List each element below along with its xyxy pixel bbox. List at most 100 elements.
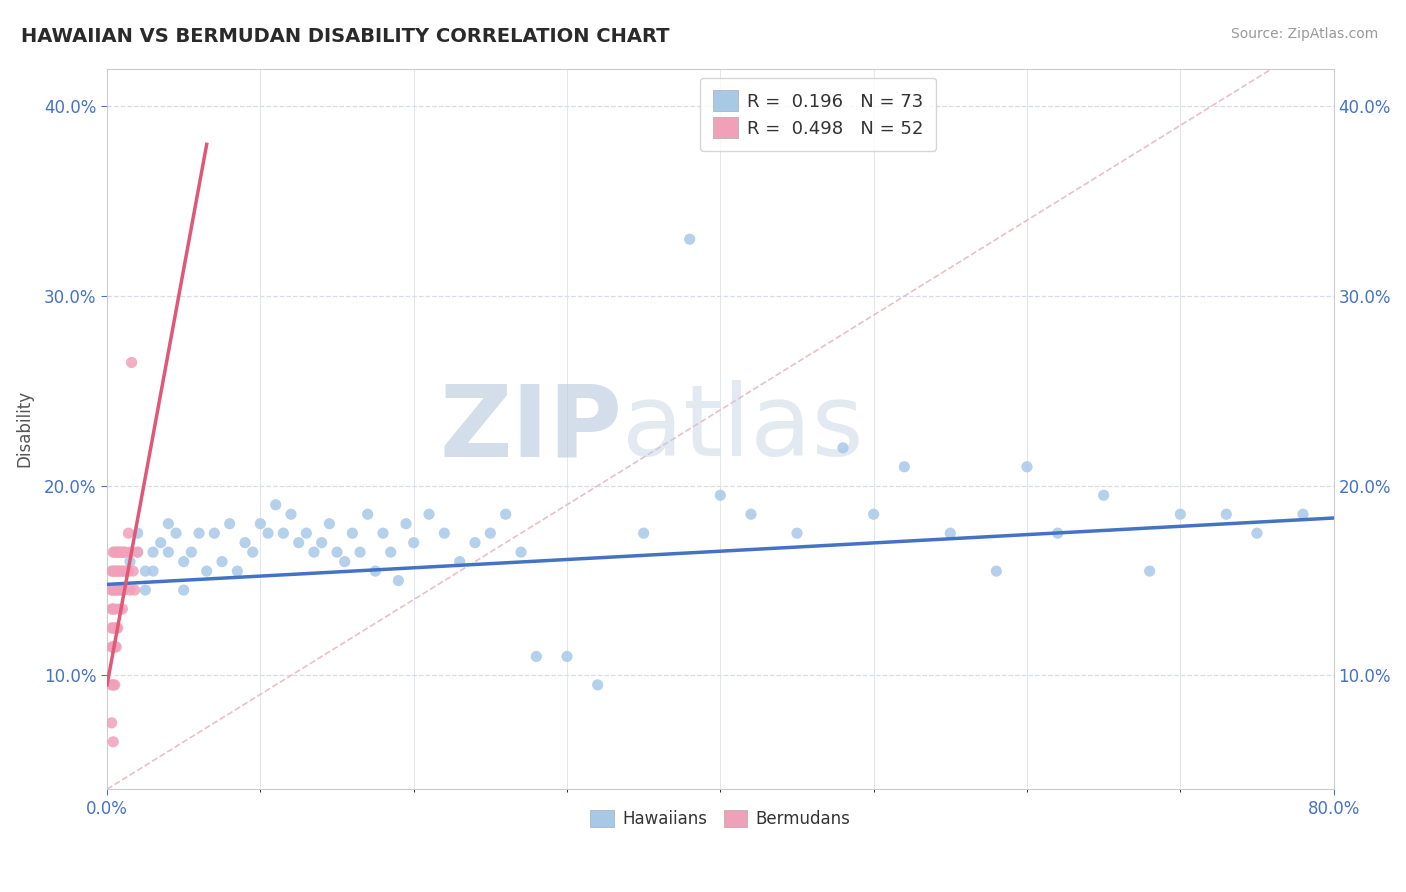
Point (111, 545, 134, 559)
Point (295, 526, 318, 541)
Point (555, 649, 578, 664)
Point (495, 507, 517, 521)
Point (510, 545, 533, 559)
Point (226, 564, 249, 578)
Point (108, 602, 131, 616)
Point (287, 535, 309, 549)
Point (349, 545, 371, 559)
Point (142, 564, 165, 578)
Point (165, 526, 187, 541)
Point (211, 555, 233, 569)
Point (112, 583, 135, 598)
Point (1292, 507, 1315, 521)
Point (371, 526, 394, 541)
Point (173, 583, 195, 598)
Point (101, 735, 124, 749)
Point (173, 555, 195, 569)
Point (101, 545, 124, 559)
Point (111, 564, 134, 578)
Point (679, 232, 702, 246)
Point (107, 564, 129, 578)
Point (107, 583, 129, 598)
Point (101, 640, 124, 654)
Point (118, 583, 141, 598)
Point (333, 555, 356, 569)
Point (127, 545, 149, 559)
Point (832, 441, 855, 455)
Point (157, 545, 180, 559)
Point (100, 678, 122, 692)
Point (104, 583, 127, 598)
Point (188, 526, 211, 541)
Point (110, 583, 132, 598)
Point (242, 545, 264, 559)
Point (1215, 507, 1237, 521)
Point (101, 621, 124, 635)
Point (105, 640, 128, 654)
Point (1168, 507, 1191, 521)
Point (1046, 526, 1069, 541)
Point (100, 715, 122, 730)
Point (280, 507, 302, 521)
Point (105, 621, 128, 635)
Point (986, 564, 1008, 578)
Point (118, 555, 141, 569)
Point (105, 545, 128, 559)
Point (364, 564, 387, 578)
Legend: Hawaiians, Bermudans: Hawaiians, Bermudans (583, 804, 856, 835)
Point (101, 602, 124, 616)
Point (105, 564, 128, 578)
Point (104, 545, 127, 559)
Point (218, 516, 240, 531)
Point (107, 545, 129, 559)
Point (1015, 459, 1038, 474)
Point (114, 545, 136, 559)
Point (273, 526, 295, 541)
Point (134, 564, 156, 578)
Point (449, 555, 471, 569)
Point (387, 574, 409, 588)
Point (117, 564, 139, 578)
Point (786, 526, 808, 541)
Point (105, 583, 128, 598)
Point (939, 526, 962, 541)
Point (127, 526, 149, 541)
Point (257, 526, 280, 541)
Point (111, 564, 134, 578)
Point (418, 507, 440, 521)
Point (122, 564, 145, 578)
Point (104, 678, 127, 692)
Point (104, 640, 127, 654)
Point (464, 535, 486, 549)
Point (112, 545, 135, 559)
Point (149, 535, 172, 549)
Point (318, 516, 340, 531)
Point (264, 498, 287, 512)
Point (100, 564, 122, 578)
Point (104, 621, 127, 635)
Point (124, 583, 146, 598)
Point (402, 535, 425, 549)
Point (380, 545, 402, 559)
Point (302, 545, 325, 559)
Point (117, 526, 139, 541)
Point (433, 526, 456, 541)
Point (633, 526, 655, 541)
Point (107, 621, 129, 635)
Point (479, 526, 502, 541)
Point (311, 535, 333, 549)
Point (1092, 488, 1115, 502)
Point (524, 649, 547, 664)
Point (134, 583, 156, 598)
Point (100, 583, 122, 598)
Point (249, 516, 271, 531)
Point (100, 621, 122, 635)
Point (180, 545, 202, 559)
Point (108, 564, 131, 578)
Point (111, 583, 134, 598)
Point (101, 678, 124, 692)
Text: ZIP: ZIP (439, 380, 623, 477)
Point (142, 545, 165, 559)
Point (100, 640, 122, 654)
Point (326, 545, 349, 559)
